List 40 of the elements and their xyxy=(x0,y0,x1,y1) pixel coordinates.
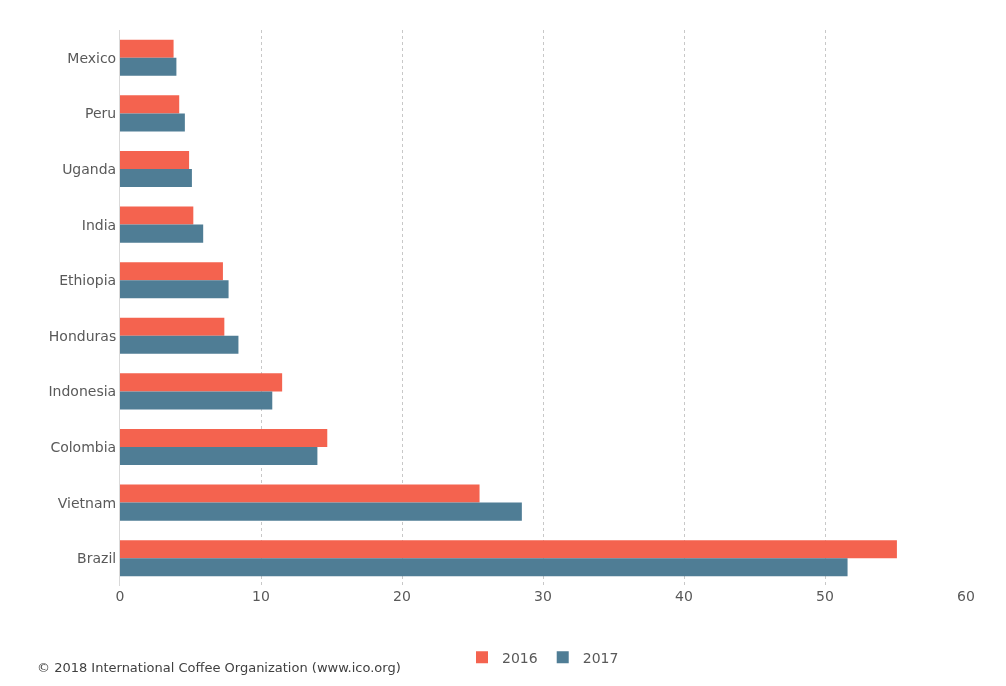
text: © 2018 International Coffee Organization (www.ico.org) xyxy=(37,660,401,675)
bar xyxy=(120,502,522,521)
bar xyxy=(120,558,848,577)
x-tick-label: 30 xyxy=(534,588,552,604)
x-tick-label: 60 xyxy=(957,588,975,604)
bar xyxy=(120,540,897,559)
y-tick-label: India xyxy=(81,216,117,233)
bar xyxy=(120,317,225,336)
x-tick-label: 50 xyxy=(816,588,834,604)
x-tick-label: 10 xyxy=(252,588,270,604)
y-tick-label: Indonesia xyxy=(48,383,117,400)
bar xyxy=(120,428,328,447)
bar xyxy=(120,206,194,225)
bar xyxy=(120,373,283,392)
legend-label: 2017 xyxy=(582,649,619,666)
bar xyxy=(120,447,318,466)
legend-label: 2016 xyxy=(502,649,538,666)
y-tick-label: Brazil xyxy=(77,550,117,567)
y-tick-label: Vietnam xyxy=(57,494,117,511)
bar xyxy=(120,262,223,281)
bar xyxy=(120,150,190,169)
bar xyxy=(120,95,180,114)
bar xyxy=(120,335,239,354)
bar xyxy=(120,484,480,503)
bar xyxy=(120,57,177,76)
bar xyxy=(120,280,229,299)
y-tick-label: Uganda xyxy=(62,160,117,177)
bar xyxy=(120,113,185,132)
y-tick-label: Ethiopia xyxy=(59,272,117,289)
x-tick-label: 40 xyxy=(675,588,693,604)
x-tick-label: 0 xyxy=(115,588,125,604)
y-tick-label: Honduras xyxy=(48,327,117,344)
y-tick-label: Mexico xyxy=(67,49,117,66)
bar xyxy=(120,169,192,188)
y-tick-label: Colombia xyxy=(50,438,117,455)
bar xyxy=(120,224,204,243)
y-tick-label: Peru xyxy=(85,105,117,122)
x-tick-label: 20 xyxy=(393,588,411,604)
bar xyxy=(120,39,174,58)
bar xyxy=(120,391,273,410)
